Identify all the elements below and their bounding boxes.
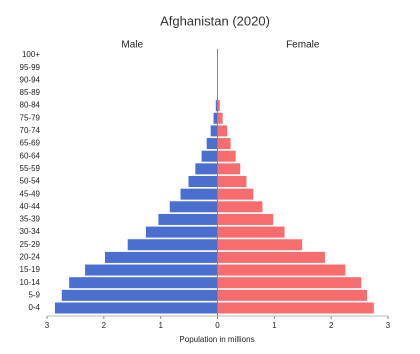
bar [217,226,285,238]
y-tick-label: 55-59 [20,164,41,173]
bar [217,188,254,200]
y-tick-label: 90-94 [20,75,41,84]
y-tick-label: 80-84 [20,101,41,110]
bar [215,100,218,112]
bar [217,239,303,251]
y-tick-label: 40-44 [20,202,41,211]
x-tick-label: 0 [215,321,220,330]
bar [217,277,362,289]
bar [217,176,247,187]
y-tick-label: 15-19 [20,265,41,274]
chart-title: Afghanistan (2020) [160,13,270,28]
bar [210,125,218,137]
x-tick-label: 3 [386,321,391,330]
y-tick-label: 10-14 [20,278,41,287]
bar [217,302,374,314]
y-tick-label: 25-29 [20,240,41,249]
bar [217,112,223,124]
y-tick-label: 35-39 [20,215,41,224]
bar [61,289,218,301]
bar [217,125,228,137]
bar [158,213,218,225]
bar [217,213,274,225]
y-tick-label: 60-64 [20,151,41,160]
x-axis-label: Population in millions [179,335,254,344]
y-tick-label: 0-4 [28,303,40,312]
x-tick-label: 1 [272,321,277,330]
bar [217,100,220,112]
bar [54,302,218,314]
x-tick-label: 1 [158,321,163,330]
x-tick-label: 2 [102,321,107,330]
bar [104,251,218,263]
bar [169,201,218,213]
bar [127,239,218,251]
bar [145,226,218,238]
legend-label: Female [286,40,320,51]
bar [188,176,218,187]
y-tick-label: 75-79 [20,113,41,122]
legend-label: Male [121,40,143,51]
bar [217,138,231,150]
y-tick-label: 65-69 [20,139,41,148]
bar [213,112,218,124]
y-tick-label: 50-54 [20,177,41,186]
bar [180,188,218,200]
bar [217,201,263,213]
bar [217,251,325,263]
bar [69,277,218,289]
y-tick-label: 100+ [22,50,40,59]
y-tick-label: 45-49 [20,189,41,198]
bar [195,163,218,175]
x-tick-label: 2 [329,321,334,330]
bar [217,163,241,175]
y-tick-label: 85-89 [20,88,41,97]
y-tick-label: 20-24 [20,253,41,262]
y-tick-label: 95-99 [20,63,41,72]
y-tick-label: 5-9 [28,290,40,299]
bar [217,150,236,162]
bar [201,150,218,162]
bar [85,264,218,276]
bar [217,264,346,276]
bar [206,138,218,150]
y-tick-label: 70-74 [20,126,41,135]
y-tick-label: 30-34 [20,227,41,236]
x-tick-label: 3 [45,321,50,330]
bar [217,289,367,301]
